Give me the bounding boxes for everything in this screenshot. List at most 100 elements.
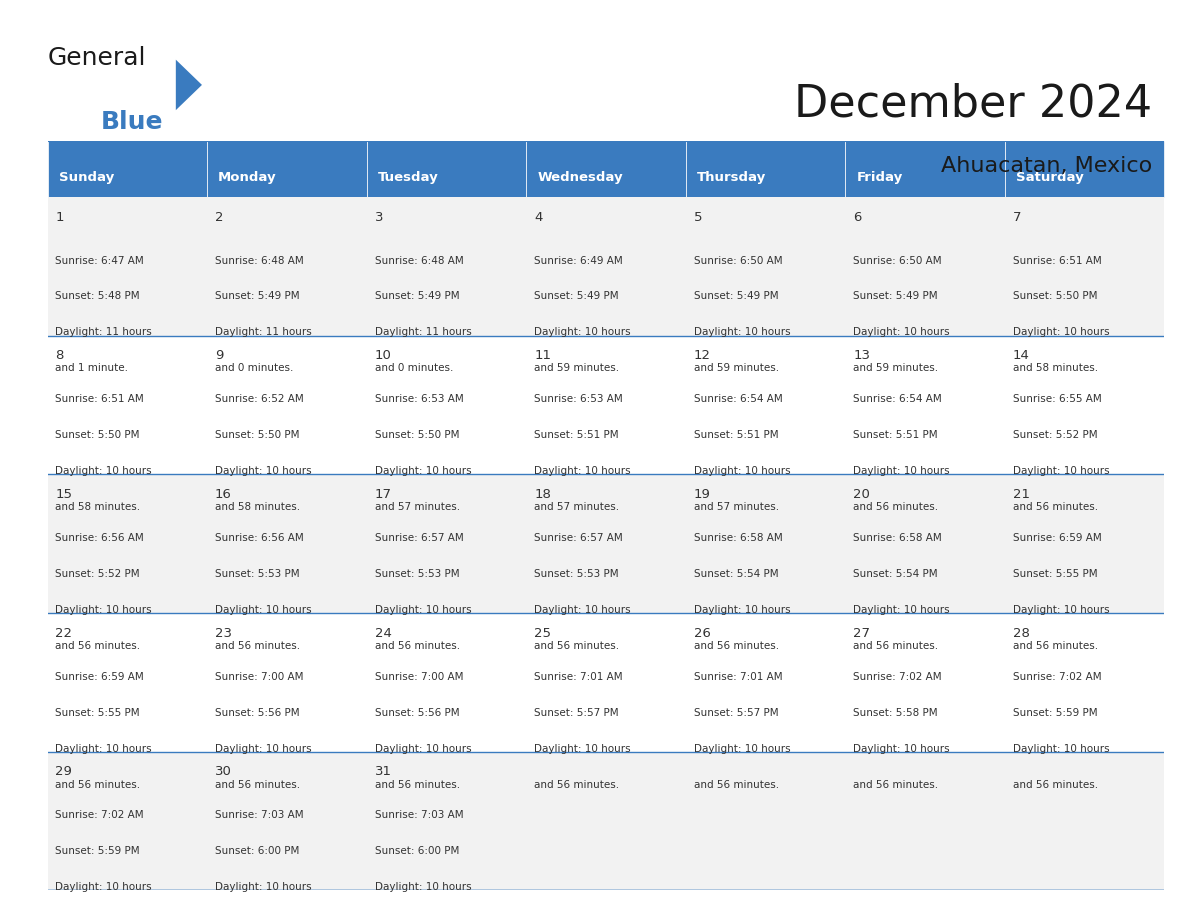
- Text: 27: 27: [853, 627, 870, 640]
- Text: Sunrise: 7:00 AM: Sunrise: 7:00 AM: [215, 672, 303, 681]
- Text: Daylight: 10 hours: Daylight: 10 hours: [535, 605, 631, 615]
- Text: Daylight: 10 hours: Daylight: 10 hours: [1012, 605, 1110, 615]
- Text: 17: 17: [374, 487, 392, 501]
- Text: Thursday: Thursday: [697, 171, 766, 184]
- Text: and 58 minutes.: and 58 minutes.: [215, 502, 301, 512]
- Text: Daylight: 10 hours: Daylight: 10 hours: [853, 328, 949, 338]
- Bar: [685, 336, 845, 475]
- Text: Sunset: 5:51 PM: Sunset: 5:51 PM: [535, 431, 619, 441]
- Text: Sunset: 5:55 PM: Sunset: 5:55 PM: [56, 708, 140, 718]
- Text: Sunset: 5:50 PM: Sunset: 5:50 PM: [56, 431, 140, 441]
- Text: Daylight: 10 hours: Daylight: 10 hours: [215, 744, 311, 754]
- Text: and 56 minutes.: and 56 minutes.: [853, 502, 939, 512]
- Text: Daylight: 10 hours: Daylight: 10 hours: [56, 882, 152, 892]
- Bar: [367, 140, 526, 197]
- Text: Daylight: 10 hours: Daylight: 10 hours: [1012, 466, 1110, 476]
- Bar: [526, 613, 685, 752]
- Text: Sunset: 5:52 PM: Sunset: 5:52 PM: [56, 569, 140, 579]
- Bar: [367, 752, 526, 890]
- Text: Sunrise: 6:59 AM: Sunrise: 6:59 AM: [1012, 532, 1101, 543]
- Text: and 56 minutes.: and 56 minutes.: [1012, 641, 1098, 651]
- Text: Sunday: Sunday: [58, 171, 114, 184]
- Text: December 2024: December 2024: [795, 83, 1152, 126]
- Text: Sunrise: 6:53 AM: Sunrise: 6:53 AM: [535, 394, 623, 404]
- Text: 15: 15: [56, 487, 72, 501]
- Text: and 59 minutes.: and 59 minutes.: [853, 364, 939, 374]
- Bar: [1005, 336, 1164, 475]
- Text: 2: 2: [215, 210, 223, 224]
- Text: Sunset: 5:49 PM: Sunset: 5:49 PM: [374, 292, 460, 301]
- Text: Sunset: 5:50 PM: Sunset: 5:50 PM: [374, 431, 459, 441]
- Bar: [685, 197, 845, 336]
- Text: Sunrise: 6:47 AM: Sunrise: 6:47 AM: [56, 255, 144, 265]
- Text: Monday: Monday: [219, 171, 277, 184]
- Text: Sunrise: 6:53 AM: Sunrise: 6:53 AM: [374, 394, 463, 404]
- Bar: [48, 613, 207, 752]
- Text: Friday: Friday: [857, 171, 903, 184]
- Text: and 57 minutes.: and 57 minutes.: [694, 502, 779, 512]
- Text: Blue: Blue: [101, 110, 164, 134]
- Bar: [207, 475, 367, 613]
- Bar: [526, 752, 685, 890]
- Text: Sunset: 5:57 PM: Sunset: 5:57 PM: [694, 708, 778, 718]
- Bar: [48, 752, 207, 890]
- Text: and 56 minutes.: and 56 minutes.: [1012, 502, 1098, 512]
- Text: Sunrise: 6:58 AM: Sunrise: 6:58 AM: [853, 532, 942, 543]
- Text: Sunset: 5:59 PM: Sunset: 5:59 PM: [1012, 708, 1098, 718]
- Text: and 57 minutes.: and 57 minutes.: [535, 502, 619, 512]
- Text: Sunset: 5:51 PM: Sunset: 5:51 PM: [694, 431, 778, 441]
- Text: Sunset: 6:00 PM: Sunset: 6:00 PM: [374, 846, 459, 856]
- Text: Tuesday: Tuesday: [378, 171, 438, 184]
- Text: Saturday: Saturday: [1016, 171, 1083, 184]
- Text: Sunset: 5:59 PM: Sunset: 5:59 PM: [56, 846, 140, 856]
- Text: Sunrise: 6:50 AM: Sunrise: 6:50 AM: [853, 255, 942, 265]
- Text: Sunset: 5:52 PM: Sunset: 5:52 PM: [1012, 431, 1098, 441]
- Bar: [526, 336, 685, 475]
- Text: 29: 29: [56, 766, 72, 778]
- Bar: [48, 197, 207, 336]
- Text: and 56 minutes.: and 56 minutes.: [215, 641, 301, 651]
- Bar: [207, 752, 367, 890]
- Bar: [367, 475, 526, 613]
- Text: and 56 minutes.: and 56 minutes.: [215, 779, 301, 789]
- Text: 26: 26: [694, 627, 710, 640]
- Text: Sunset: 6:00 PM: Sunset: 6:00 PM: [215, 846, 299, 856]
- Text: 11: 11: [535, 349, 551, 363]
- Text: Sunset: 5:54 PM: Sunset: 5:54 PM: [694, 569, 778, 579]
- Text: Daylight: 10 hours: Daylight: 10 hours: [535, 328, 631, 338]
- Text: 7: 7: [1012, 210, 1022, 224]
- Text: Daylight: 10 hours: Daylight: 10 hours: [215, 882, 311, 892]
- Text: Daylight: 10 hours: Daylight: 10 hours: [853, 605, 949, 615]
- Text: Sunrise: 7:02 AM: Sunrise: 7:02 AM: [1012, 672, 1101, 681]
- Text: Sunrise: 6:50 AM: Sunrise: 6:50 AM: [694, 255, 782, 265]
- Text: Wednesday: Wednesday: [537, 171, 623, 184]
- Bar: [367, 336, 526, 475]
- Text: Daylight: 10 hours: Daylight: 10 hours: [374, 882, 472, 892]
- Text: Sunrise: 6:49 AM: Sunrise: 6:49 AM: [535, 255, 623, 265]
- Text: 16: 16: [215, 487, 232, 501]
- Text: 5: 5: [694, 210, 702, 224]
- Bar: [526, 197, 685, 336]
- Bar: [48, 475, 207, 613]
- Text: Daylight: 10 hours: Daylight: 10 hours: [1012, 744, 1110, 754]
- Bar: [48, 336, 207, 475]
- Text: Daylight: 10 hours: Daylight: 10 hours: [1012, 328, 1110, 338]
- Bar: [207, 140, 367, 197]
- Text: Sunset: 5:55 PM: Sunset: 5:55 PM: [1012, 569, 1098, 579]
- Text: Sunrise: 7:03 AM: Sunrise: 7:03 AM: [374, 811, 463, 821]
- Text: 30: 30: [215, 766, 232, 778]
- Text: Sunset: 5:57 PM: Sunset: 5:57 PM: [535, 708, 619, 718]
- Text: and 59 minutes.: and 59 minutes.: [694, 364, 779, 374]
- Text: Ahuacatan, Mexico: Ahuacatan, Mexico: [941, 156, 1152, 176]
- Bar: [845, 140, 1005, 197]
- Text: 1: 1: [56, 210, 64, 224]
- Text: and 56 minutes.: and 56 minutes.: [535, 779, 619, 789]
- Text: Daylight: 10 hours: Daylight: 10 hours: [694, 744, 790, 754]
- Text: Sunset: 5:50 PM: Sunset: 5:50 PM: [1012, 292, 1098, 301]
- Text: Sunrise: 6:55 AM: Sunrise: 6:55 AM: [1012, 394, 1101, 404]
- Bar: [207, 336, 367, 475]
- Text: and 56 minutes.: and 56 minutes.: [374, 641, 460, 651]
- Text: and 0 minutes.: and 0 minutes.: [215, 364, 293, 374]
- Text: and 56 minutes.: and 56 minutes.: [694, 779, 779, 789]
- Text: Daylight: 10 hours: Daylight: 10 hours: [215, 466, 311, 476]
